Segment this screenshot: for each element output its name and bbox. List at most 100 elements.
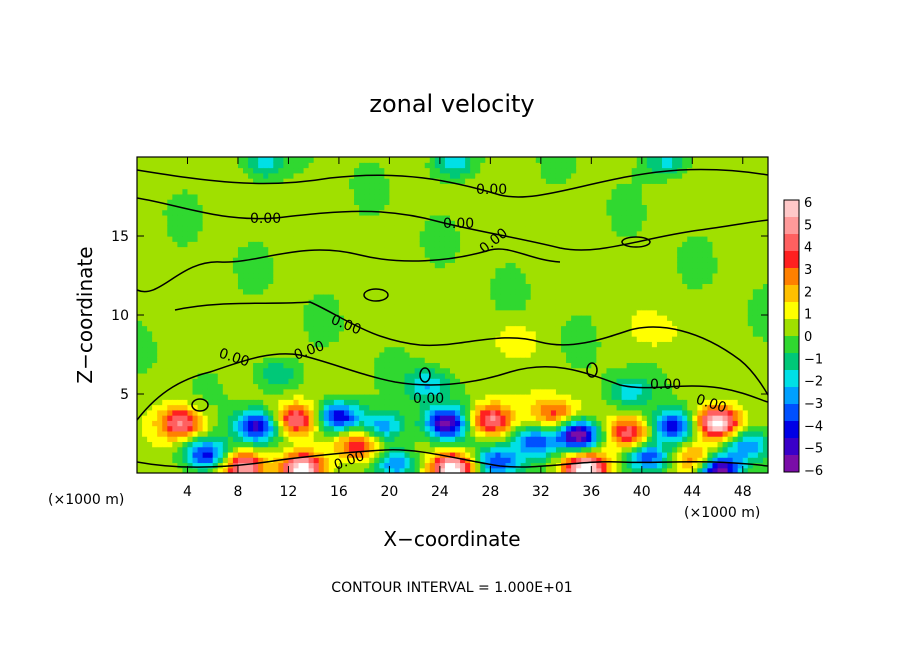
heatmap-cell — [470, 246, 476, 253]
heatmap-cell — [505, 236, 512, 242]
heatmap-cell — [182, 178, 189, 184]
heatmap-cell — [172, 341, 178, 348]
heatmap-cell — [449, 425, 456, 432]
heatmap-cell — [520, 404, 527, 411]
heatmap-cell — [449, 457, 456, 464]
heatmap-cell — [530, 425, 537, 432]
heatmap-cell — [444, 193, 451, 200]
heatmap-cell — [232, 251, 239, 258]
heatmap-cell — [500, 457, 507, 464]
heatmap-cell — [243, 367, 249, 374]
heatmap-cell — [152, 288, 158, 295]
heatmap-cell — [222, 399, 229, 406]
heatmap-cell — [142, 157, 148, 163]
heatmap-cell — [293, 204, 300, 211]
heatmap-cell — [505, 467, 512, 473]
heatmap-cell — [349, 451, 355, 458]
heatmap-cell — [359, 304, 365, 311]
heatmap-cell — [217, 293, 224, 300]
heatmap-cell — [404, 357, 411, 363]
heatmap-cell — [248, 225, 254, 232]
heatmap-cell — [439, 246, 446, 253]
heatmap-cell — [404, 162, 411, 169]
heatmap-cell — [182, 236, 189, 242]
heatmap-cell — [278, 362, 284, 369]
heatmap-cell — [495, 325, 502, 332]
heatmap-cell — [258, 383, 264, 390]
heatmap-cell — [328, 351, 335, 358]
heatmap-cell — [152, 220, 158, 227]
heatmap-cell — [490, 315, 497, 321]
heatmap-cell — [475, 278, 481, 284]
heatmap-cell — [172, 230, 178, 237]
heatmap-cell — [465, 346, 471, 353]
heatmap-cell — [465, 325, 471, 332]
heatmap-cell — [207, 199, 214, 205]
heatmap-cell — [455, 415, 461, 421]
heatmap-cell — [217, 388, 224, 395]
heatmap-cell — [515, 220, 522, 227]
heatmap-cell — [268, 172, 274, 179]
heatmap-cell — [207, 267, 214, 274]
heatmap-cell — [152, 362, 158, 369]
heatmap-cell — [162, 272, 168, 279]
heatmap-cell — [374, 383, 380, 390]
heatmap-cell — [222, 362, 229, 369]
heatmap-cell — [460, 278, 466, 284]
heatmap-cell — [495, 162, 502, 169]
heatmap-cell — [540, 451, 547, 458]
heatmap-cell — [354, 309, 360, 316]
heatmap-cell — [460, 193, 466, 200]
heatmap-cell — [354, 351, 360, 358]
heatmap-cell — [333, 446, 340, 453]
heatmap-cell — [515, 467, 522, 473]
heatmap-cell — [308, 278, 315, 284]
heatmap-cell — [369, 257, 375, 263]
heatmap-cell — [354, 193, 360, 200]
heatmap-cell — [268, 383, 274, 390]
heatmap-cell — [273, 236, 279, 242]
heatmap-cell — [167, 267, 173, 274]
heatmap-cell — [202, 262, 209, 269]
heatmap-cell — [187, 199, 194, 205]
heatmap-cell — [197, 246, 204, 253]
heatmap-cell — [217, 336, 224, 342]
heatmap-cell — [343, 283, 350, 290]
heatmap-cell — [535, 157, 542, 163]
heatmap-cell — [227, 367, 234, 374]
heatmap-cell — [434, 309, 441, 316]
heatmap-cell — [525, 357, 532, 363]
heatmap-cell — [470, 167, 476, 174]
heatmap-cell — [510, 246, 517, 253]
heatmap-cell — [379, 283, 385, 290]
heatmap-cell — [147, 162, 153, 169]
heatmap-cell — [288, 436, 295, 442]
heatmap-cell — [217, 162, 224, 169]
heatmap-cell — [439, 251, 446, 258]
heatmap-cell — [313, 341, 320, 348]
heatmap-cell — [495, 193, 502, 200]
heatmap-cell — [520, 451, 527, 458]
heatmap-cell — [444, 446, 451, 453]
heatmap-cell — [449, 388, 456, 395]
heatmap-cell — [520, 257, 527, 263]
heatmap-cell — [147, 462, 153, 469]
heatmap-cell — [505, 430, 512, 437]
heatmap-cell — [349, 462, 355, 469]
heatmap-cell — [278, 157, 284, 163]
heatmap-cell — [187, 204, 194, 211]
heatmap-cell — [177, 283, 184, 290]
heatmap-cell — [424, 451, 431, 458]
heatmap-cell — [500, 425, 507, 432]
heatmap-cell — [510, 362, 517, 369]
heatmap-cell — [550, 325, 557, 332]
heatmap-cell — [283, 214, 290, 221]
heatmap-cell — [137, 157, 143, 163]
heatmap-cell — [500, 420, 507, 427]
heatmap-cell — [167, 362, 173, 369]
heatmap-cell — [480, 257, 486, 263]
heatmap-cell — [404, 362, 411, 369]
heatmap-cell — [323, 394, 330, 400]
heatmap-cell — [288, 309, 295, 316]
heatmap-cell — [429, 404, 436, 411]
